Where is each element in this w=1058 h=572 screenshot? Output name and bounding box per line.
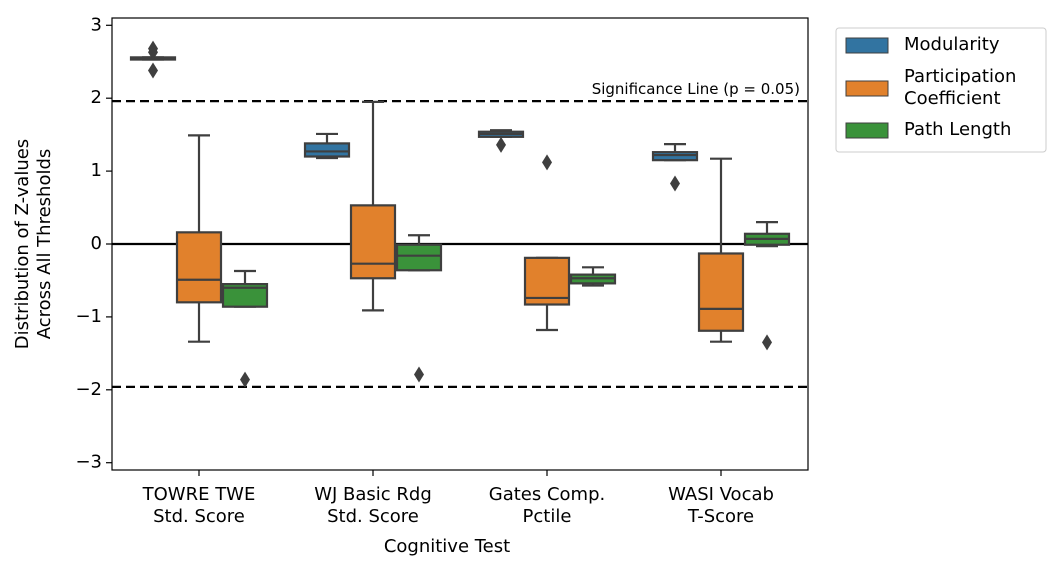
annotation: Significance Line (p = 0.05) <box>592 80 800 98</box>
legend-swatch <box>845 122 889 139</box>
outlier <box>762 334 772 351</box>
outlier <box>496 136 506 153</box>
y-tick-label: −2 <box>75 379 102 400</box>
outlier <box>542 154 552 171</box>
x-axis-label: Cognitive Test <box>384 536 510 557</box>
box <box>303 142 351 158</box>
outlier <box>148 62 158 79</box>
outlier <box>414 366 424 383</box>
legend-label: Path Length <box>904 119 1011 140</box>
x-tick-label: WJ Basic Rdg Std. Score <box>314 484 432 527</box>
outlier <box>670 175 680 192</box>
outlier <box>240 371 250 388</box>
box <box>697 252 745 332</box>
x-tick-label: Gates Comp. Pctile <box>489 484 605 527</box>
outlier <box>148 44 158 61</box>
x-tick-label: WASI Vocab T-Score <box>668 484 774 527</box>
box <box>221 282 269 308</box>
legend-swatch <box>845 37 889 54</box>
legend-label: Modularity <box>904 34 1000 55</box>
legend-swatch <box>845 80 889 97</box>
plot-frame <box>111 17 809 471</box>
legend-frame <box>835 27 1047 153</box>
y-tick-label: 0 <box>91 233 102 254</box>
y-tick-label: 2 <box>91 87 102 108</box>
box <box>175 231 223 304</box>
x-tick-label: TOWRE TWE Std. Score <box>142 484 256 527</box>
y-tick-label: −3 <box>75 452 102 473</box>
legend-label: Participation Coefficient <box>904 66 1016 109</box>
box <box>523 256 571 306</box>
box <box>395 243 443 272</box>
y-tick-label: 1 <box>91 160 102 181</box>
box <box>349 204 397 280</box>
y-tick-label: −1 <box>75 306 102 327</box>
y-tick-label: 3 <box>91 14 102 35</box>
y-axis-label: Distribution of Z-valuesAcross All Thres… <box>12 139 55 349</box>
